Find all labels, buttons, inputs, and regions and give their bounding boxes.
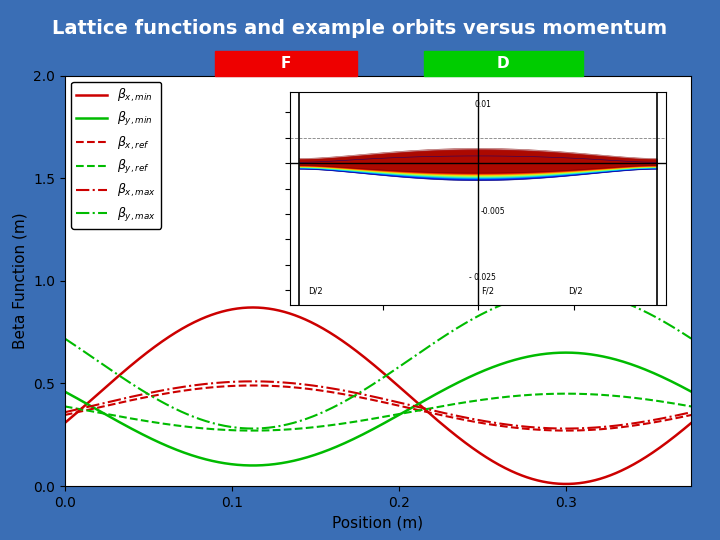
X-axis label: Position (m): Position (m) — [333, 515, 423, 530]
Text: F: F — [281, 56, 292, 71]
Text: D: D — [497, 56, 510, 71]
Y-axis label: Beta Function (m): Beta Function (m) — [12, 212, 27, 349]
Legend: $\beta_{x,min}$, $\beta_{y,min}$, $\beta_{x,ref}$, $\beta_{y,ref}$, $\beta_{x,ma: $\beta_{x,min}$, $\beta_{y,min}$, $\beta… — [71, 82, 161, 229]
Text: Lattice functions and example orbits versus momentum: Lattice functions and example orbits ver… — [53, 19, 667, 38]
